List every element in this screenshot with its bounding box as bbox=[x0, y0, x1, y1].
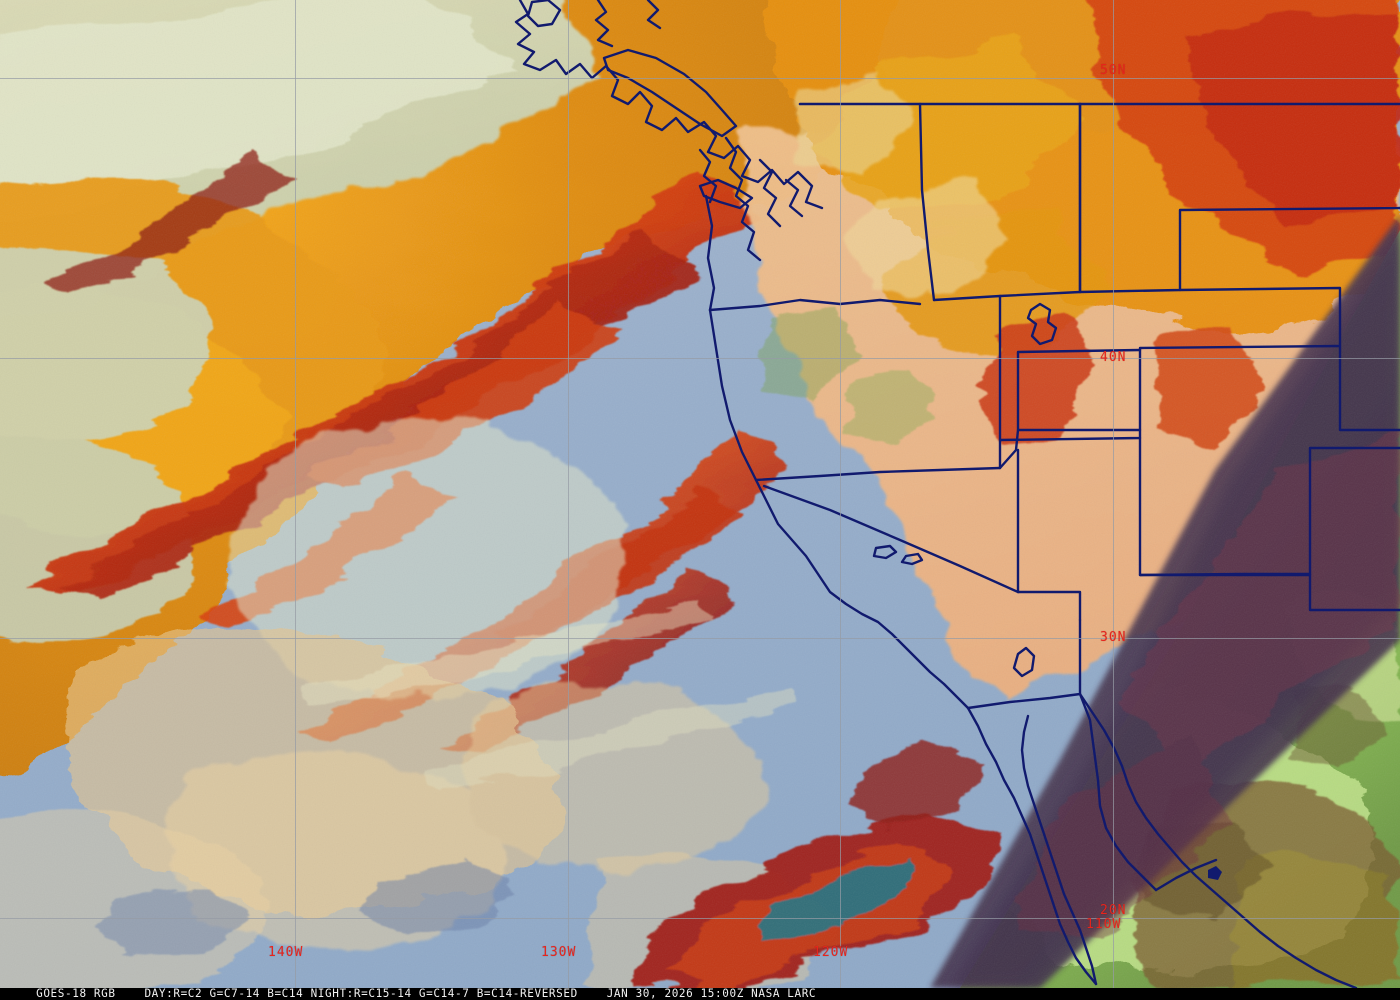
map-boundaries bbox=[514, 0, 1400, 988]
status-bar-text: GOES-18 RGB DAY:R=C2 G=C7-14 B=C14 NIGHT… bbox=[0, 986, 817, 1000]
status-bar: GOES-18 RGB DAY:R=C2 G=C7-14 B=C14 NIGHT… bbox=[0, 986, 1400, 1000]
